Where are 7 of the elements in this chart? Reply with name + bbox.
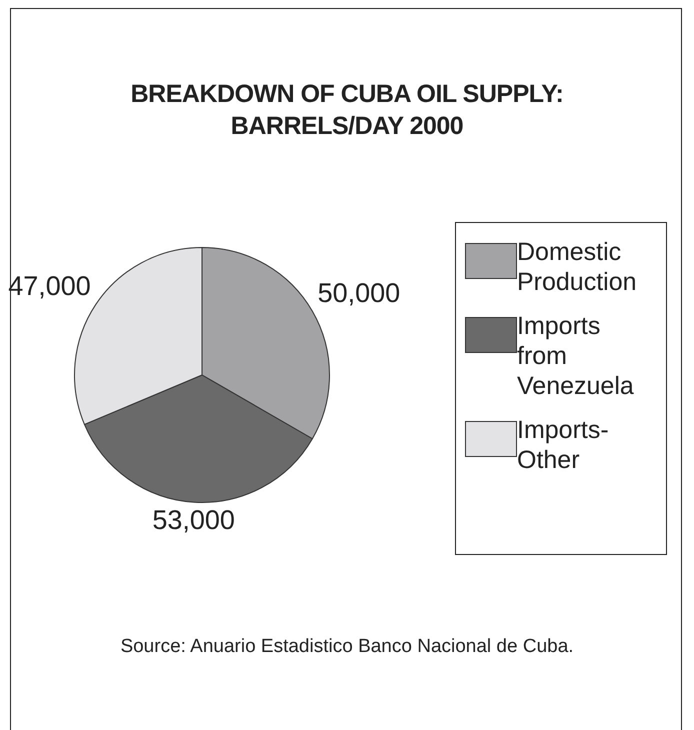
source-note: Source: Anuario Estadistico Banco Nacional de Cuba. [119,636,575,658]
legend-label: Imports-Other [517,415,610,475]
data-label: 53,000 [152,505,235,536]
legend-label: Domestic Production [517,237,638,297]
data-label: 50,000 [318,278,400,308]
legend-label: Imports from Venezuela [517,311,635,401]
chart-title: BREAKDOWN OF CUBA OIL SUPPLY: BARRELS/DAY 2000 [130,79,564,142]
